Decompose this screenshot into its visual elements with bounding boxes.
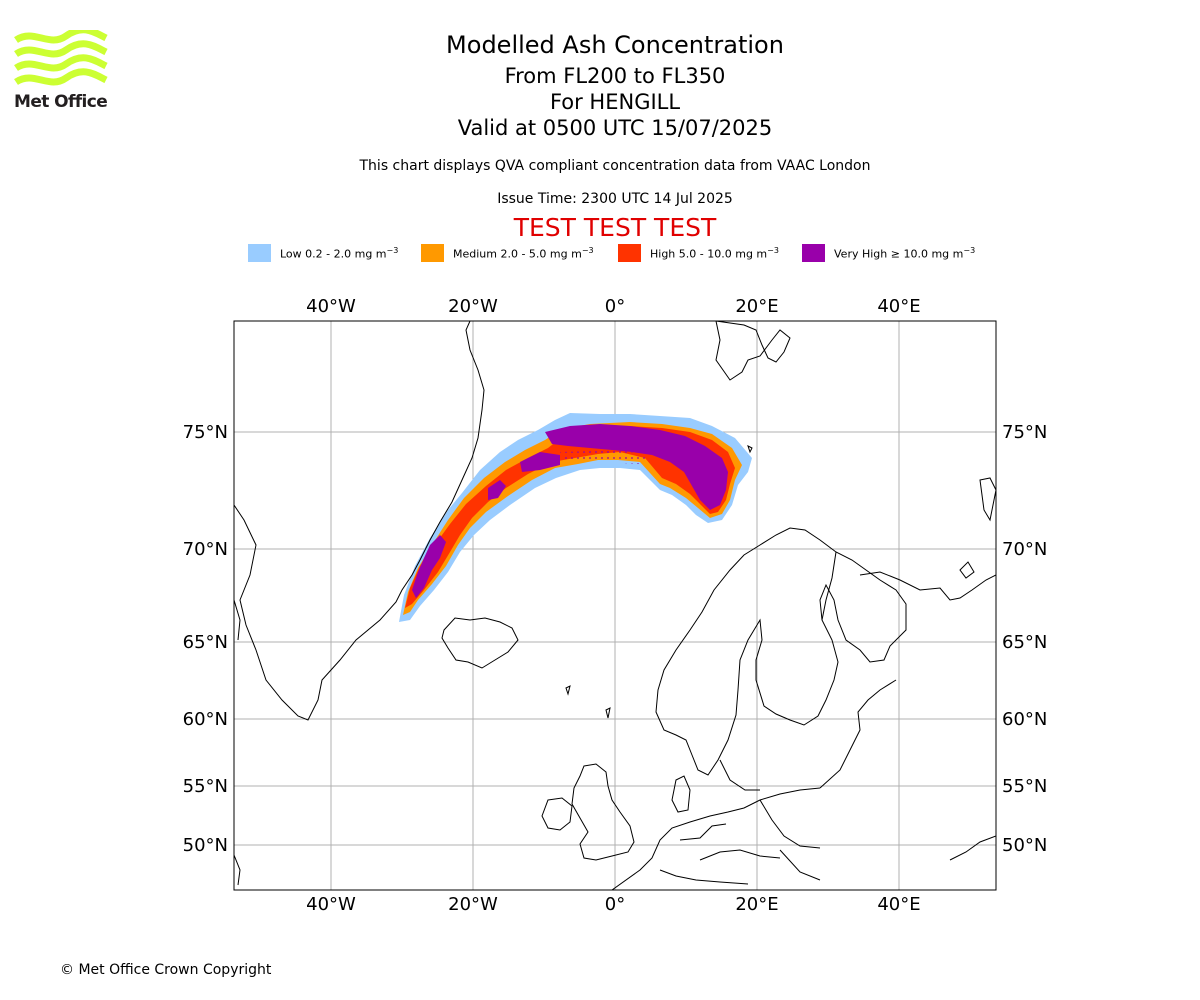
- location: For HENGILL: [549, 90, 681, 114]
- lon-tick-label: 20°E: [735, 894, 778, 915]
- flight-levels: From FL200 to FL350: [504, 64, 726, 88]
- lon-tick-label: 40°W: [306, 894, 356, 915]
- lat-tick-label: 55°N: [1002, 776, 1047, 797]
- legend-swatch-low: [248, 244, 271, 262]
- ash-plume: [399, 413, 752, 622]
- ash-high: [405, 426, 735, 608]
- lon-tick-label: 40°E: [877, 894, 920, 915]
- coastlines: [234, 321, 996, 890]
- lat-tick-label: 75°N: [1002, 422, 1047, 443]
- lat-tick-label: 70°N: [183, 539, 228, 560]
- legend-label-medium: Medium 2.0 - 5.0 mg m: [453, 247, 582, 261]
- lat-tick-label: 65°N: [1002, 632, 1047, 653]
- lat-tick-label: 75°N: [183, 422, 228, 443]
- lon-tick-label: 0°: [605, 894, 625, 915]
- legend-swatch-very-high: [802, 244, 825, 262]
- lat-tick-label: 70°N: [1002, 539, 1047, 560]
- lon-tick-label: 20°W: [448, 296, 498, 317]
- logo-text: Met Office: [14, 92, 108, 112]
- legend-label-high: High 5.0 - 10.0 mg m: [650, 247, 768, 261]
- lon-tick-label: 20°W: [448, 894, 498, 915]
- copyright: © Met Office Crown Copyright: [60, 962, 272, 978]
- legend-swatch-medium: [421, 244, 444, 262]
- ash-very-high: [545, 424, 728, 510]
- lat-tick-label: 65°N: [183, 632, 228, 653]
- valid-time: Valid at 0500 UTC 15/07/2025: [457, 116, 773, 140]
- legend-label-low: Low 0.2 - 2.0 mg m: [280, 247, 387, 261]
- chart-title: Modelled Ash Concentration: [446, 31, 784, 59]
- test-banner: TEST TEST TEST: [513, 213, 717, 242]
- lat-tick-label: 60°N: [1002, 709, 1047, 730]
- met-office-logo: [14, 30, 108, 86]
- legend-swatch-high: [618, 244, 641, 262]
- lon-tick-label: 20°E: [735, 296, 778, 317]
- lat-tick-label: 50°N: [1002, 835, 1047, 856]
- map-frame: [233, 320, 997, 891]
- issue-time: Issue Time: 2300 UTC 14 Jul 2025: [497, 191, 733, 207]
- lat-tick-label: 50°N: [183, 835, 228, 856]
- lat-tick-label: 60°N: [183, 709, 228, 730]
- lon-tick-label: 40°E: [877, 296, 920, 317]
- lon-tick-label: 0°: [605, 296, 625, 317]
- compliance-note: This chart displays QVA compliant concen…: [359, 158, 871, 174]
- legend-label-very-high: Very High ≥ 10.0 mg m: [834, 247, 964, 261]
- lat-tick-label: 55°N: [183, 776, 228, 797]
- lon-tick-label: 40°W: [306, 296, 356, 317]
